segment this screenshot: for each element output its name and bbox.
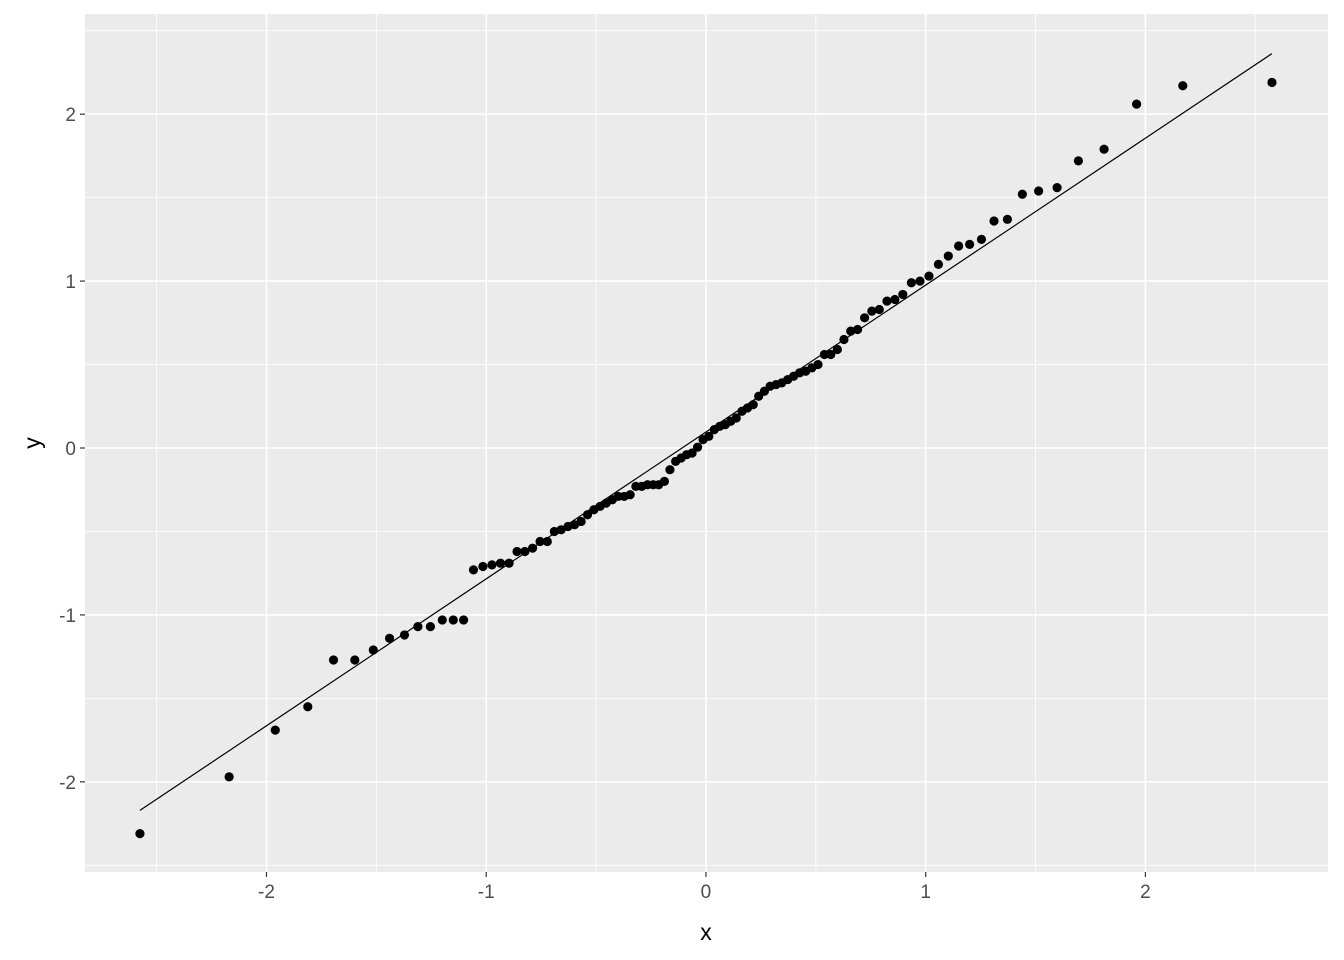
- data-point: [504, 558, 514, 568]
- data-point: [839, 334, 849, 345]
- data-point: [665, 465, 675, 475]
- data-point: [874, 304, 884, 315]
- data-point: [487, 560, 497, 570]
- data-point: [448, 615, 458, 625]
- data-point: [943, 251, 953, 261]
- data-point: [1002, 214, 1013, 224]
- data-point: [1267, 77, 1277, 88]
- data-point: [1034, 186, 1044, 196]
- data-point: [542, 536, 552, 547]
- y-tick-label: 2: [65, 105, 76, 126]
- data-point: [1178, 81, 1188, 91]
- data-point: [437, 615, 447, 625]
- data-point: [906, 278, 916, 288]
- data-point: [520, 546, 530, 557]
- x-tick-label: 0: [701, 882, 712, 903]
- reference-line: [139, 53, 1273, 811]
- data-point: [270, 725, 280, 735]
- y-tick-label: -2: [59, 773, 76, 794]
- data-point: [859, 313, 870, 323]
- data-point: [384, 633, 395, 643]
- data-point: [1099, 144, 1109, 154]
- data-point: [556, 525, 566, 535]
- data-point: [659, 476, 670, 486]
- x-tick-label: -2: [258, 882, 275, 903]
- data-point: [576, 516, 586, 527]
- data-point: [303, 702, 313, 712]
- data-point: [832, 344, 842, 355]
- data-point: [399, 630, 410, 640]
- data-point: [1073, 156, 1083, 166]
- data-point: [826, 349, 836, 360]
- data-point: [915, 276, 925, 286]
- data-point: [350, 655, 360, 665]
- data-point: [867, 306, 877, 316]
- data-point: [625, 490, 635, 500]
- y-tick-label: -1: [59, 606, 76, 627]
- x-tick-label: -1: [478, 882, 495, 903]
- data-point: [425, 622, 436, 632]
- data-point: [704, 431, 714, 441]
- data-point: [954, 241, 964, 251]
- data-point: [693, 442, 703, 452]
- data-point: [989, 216, 999, 226]
- data-point: [582, 510, 593, 520]
- data-point: [890, 294, 900, 305]
- y-axis-label: y: [19, 437, 45, 449]
- y-tick-label: 1: [65, 272, 76, 293]
- data-point: [898, 289, 908, 300]
- data-point: [135, 829, 145, 839]
- data-point: [819, 349, 829, 360]
- data-point: [478, 561, 488, 572]
- data-points: [135, 77, 1277, 839]
- x-tick-label: 1: [920, 882, 931, 903]
- data-point: [413, 622, 423, 632]
- y-tick-label: 0: [65, 439, 76, 460]
- y-axis-ticks: -2 -1 0 1 2: [59, 105, 85, 794]
- data-point: [527, 543, 538, 553]
- data-point: [933, 259, 944, 269]
- x-tick-label: 2: [1140, 882, 1151, 903]
- data-point: [224, 772, 234, 782]
- data-point: [976, 234, 987, 244]
- data-point: [468, 565, 479, 575]
- data-point: [328, 655, 339, 665]
- x-axis-label: x: [700, 919, 712, 945]
- data-point: [748, 400, 758, 410]
- data-point: [495, 558, 506, 568]
- data-point: [512, 546, 522, 557]
- data-point: [924, 271, 934, 281]
- data-point: [1017, 189, 1027, 199]
- data-point: [368, 645, 378, 655]
- data-point: [882, 296, 892, 306]
- data-point: [687, 448, 697, 458]
- data-point: [458, 615, 469, 625]
- data-point: [813, 359, 823, 370]
- data-point: [1132, 99, 1142, 109]
- data-point: [1052, 183, 1062, 193]
- data-point: [535, 536, 545, 547]
- data-point: [852, 324, 863, 335]
- data-point: [965, 239, 975, 249]
- data-point: [731, 413, 741, 423]
- x-axis-ticks: -2 -1 0 1 2: [258, 872, 1151, 903]
